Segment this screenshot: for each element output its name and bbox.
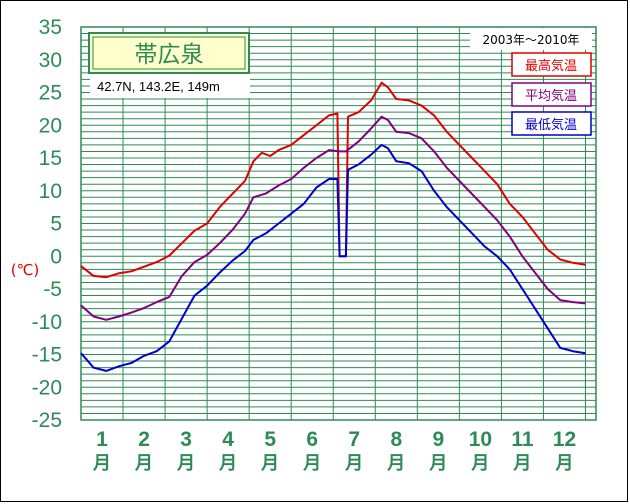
legend-box-min [511, 111, 592, 136]
y-tick-label: -10 [32, 311, 62, 334]
y-tick-label: 15 [39, 147, 62, 170]
title-box-inner [92, 36, 246, 70]
x-tick-month: 7 [348, 428, 360, 451]
x-tick-month: 5 [264, 428, 276, 451]
series-line-1 [80, 115, 586, 321]
x-tick-unit: 月 [134, 453, 153, 474]
x-tick-month: 12 [553, 428, 576, 451]
legend-box-max [511, 52, 592, 77]
y-tick-label: -25 [32, 409, 62, 432]
y-tick-label: 0 [50, 245, 62, 268]
x-tick-month: 3 [180, 428, 192, 451]
x-tick-unit: 月 [428, 453, 447, 474]
y-tick-label: 25 [39, 82, 62, 105]
y-axis-ticks: 35 30 25 20 15 10 5 0 -5 -10 -15 -20 -25 [32, 16, 62, 432]
x-tick-month: 9 [433, 428, 445, 451]
y-tick-label: -15 [32, 344, 62, 367]
legend: 最高気温 平均気温 最低気温 [511, 52, 592, 136]
chart-title: 帯広泉 [135, 42, 204, 68]
x-tick-unit: 月 [344, 453, 363, 474]
y-tick-label: 20 [39, 114, 62, 137]
location-box [90, 74, 250, 98]
y-axis-label: (℃) [11, 261, 40, 279]
location-label: 42.7N, 143.2E, 149m [97, 79, 220, 94]
x-tick-unit: 月 [386, 453, 405, 474]
legend-label-avg: 平均気温 [525, 88, 577, 104]
period-box [470, 28, 592, 50]
x-tick-month: 6 [306, 428, 318, 451]
x-tick-unit: 月 [176, 453, 195, 474]
y-tick-label: 30 [39, 49, 62, 72]
x-tick-unit: 月 [302, 453, 321, 474]
period-label: 2003年〜2010年 [482, 33, 579, 47]
legend-label-min: 最低気温 [525, 117, 577, 133]
x-tick-month: 4 [222, 428, 234, 451]
y-tick-label: 10 [39, 180, 62, 203]
title-box-bg [88, 32, 250, 74]
legend-label-max: 最高気温 [525, 58, 577, 74]
legend-box-avg [511, 82, 592, 107]
x-tick-unit: 月 [218, 453, 237, 474]
x-tick-month: 11 [511, 428, 534, 451]
y-tick-label: 35 [39, 16, 62, 39]
y-tick-label: 5 [50, 213, 62, 236]
plot-border [80, 26, 597, 421]
x-tick-month: 8 [390, 428, 402, 451]
x-tick-month: 2 [138, 428, 150, 451]
x-tick-unit: 月 [512, 453, 531, 474]
x-tick-unit: 月 [260, 453, 279, 474]
x-tick-unit: 月 [554, 453, 573, 474]
x-tick-unit: 月 [470, 453, 489, 474]
y-tick-label: -5 [43, 278, 62, 301]
x-tick-unit: 月 [92, 453, 111, 474]
y-tick-label: -20 [32, 376, 62, 399]
x-tick-month: 1 [96, 428, 108, 451]
series-line-2 [80, 143, 586, 372]
series-layer [80, 81, 586, 372]
x-tick-month: 10 [469, 428, 492, 451]
